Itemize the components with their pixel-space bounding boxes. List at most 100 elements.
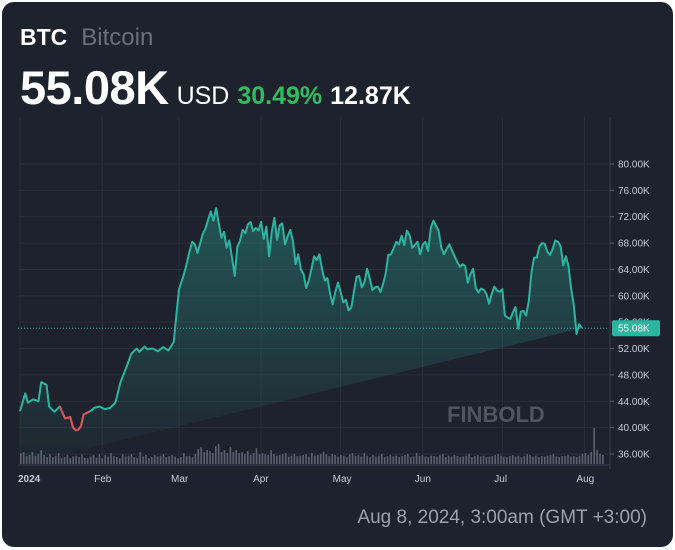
y-tick-label: 68.00K [618, 239, 650, 250]
volume-bar [433, 456, 435, 464]
volume-bar [468, 454, 470, 464]
volume-bar [415, 453, 418, 464]
volume-bar [447, 455, 450, 464]
volume-bar [188, 455, 191, 464]
volume-bar [217, 444, 220, 464]
volume-bar [142, 456, 144, 464]
volume-bar [110, 453, 112, 464]
volume-bar [252, 453, 255, 464]
volume-bar [319, 454, 322, 464]
volume-bar [564, 455, 566, 464]
ticker-symbol: BTC [20, 24, 68, 50]
volume-bar [203, 452, 205, 464]
volume-bar [520, 457, 523, 464]
volume-bar [357, 455, 360, 464]
volume-bar [180, 457, 182, 464]
volume-bar [552, 454, 555, 464]
volume-bar [555, 456, 558, 464]
volume-bar [212, 453, 214, 464]
volume-bar [541, 456, 543, 464]
change-absolute: 12.87K [330, 82, 411, 110]
volume-bar [538, 457, 540, 464]
volume-bar [526, 454, 528, 464]
x-tick-label: Jul [494, 474, 507, 485]
volume-bar [86, 458, 89, 464]
volume-bar [509, 456, 511, 464]
volume-bar [145, 455, 147, 464]
volume-bar [401, 456, 403, 464]
volume-bar [311, 453, 313, 464]
volume-bar [60, 458, 63, 464]
volume-bar [84, 457, 86, 464]
volume-bar [506, 457, 508, 464]
x-tick-label: 2024 [18, 474, 41, 485]
x-axis-labels: 2024 Feb Mar Apr May Jun Jul Aug [18, 474, 594, 485]
change-percent: 30.49% [237, 82, 323, 110]
volume-bar [424, 456, 427, 464]
y-tick-label: 76.00K [618, 186, 650, 197]
volume-bar [215, 446, 217, 464]
volume-bar [232, 452, 235, 464]
volume-bar [66, 455, 69, 464]
volume-bar [351, 453, 354, 464]
volume-bar [570, 456, 572, 464]
volume-bar [517, 455, 520, 464]
volume-bar [183, 453, 185, 464]
volume-bar [165, 457, 168, 464]
currency-label: USD [176, 82, 230, 110]
volume-bar [78, 457, 80, 464]
volume-bar [369, 457, 371, 464]
volume-bar [290, 455, 293, 464]
volume-bar [599, 454, 601, 464]
volume-bar [471, 457, 473, 464]
volume-bar [596, 450, 598, 464]
volume-bar [453, 455, 456, 464]
volume-bar [113, 456, 115, 464]
volume-bar [462, 456, 464, 464]
volume-bar [410, 457, 412, 464]
volume-bar [602, 455, 604, 464]
volume-bar [380, 454, 383, 464]
volume-bar [119, 458, 121, 464]
volume-bar [57, 453, 60, 464]
volume-bar [81, 454, 83, 464]
volume-bar [398, 457, 400, 464]
volume-bar [482, 455, 485, 464]
volume-bars [20, 428, 604, 464]
x-tick-label: Aug [576, 474, 594, 485]
volume-bar [587, 455, 590, 464]
volume-bar [194, 454, 197, 464]
volume-bar [372, 455, 374, 464]
volume-bar [418, 456, 421, 464]
volume-bar [346, 457, 348, 464]
volume-bar [296, 456, 299, 464]
volume-bar [491, 456, 494, 464]
volume-bar [241, 452, 243, 464]
volume-bar [561, 456, 563, 464]
volume-bar [436, 456, 438, 464]
x-tick-label: Mar [171, 474, 189, 485]
y-tick-label: 60.00K [618, 291, 650, 302]
volume-bar [459, 457, 462, 464]
volume-bar [383, 457, 386, 464]
volume-bar [191, 457, 194, 464]
asset-name: Bitcoin [81, 24, 154, 51]
volume-bar [573, 456, 575, 464]
volume-bar [293, 454, 296, 464]
volume-bar [223, 450, 226, 464]
volume-bar [514, 456, 517, 464]
volume-bar [575, 457, 578, 464]
x-tick-label: Jun [415, 474, 431, 485]
y-tick-label: 80.00K [618, 160, 650, 171]
volume-bar [69, 458, 72, 464]
volume-bar [156, 456, 159, 464]
current-price-tag-bg [612, 320, 660, 337]
volume-bar [270, 450, 272, 464]
volume-bar [235, 450, 237, 464]
current-price-tag: 55.08K [612, 320, 660, 337]
volume-bar [392, 456, 395, 464]
volume-bar [340, 455, 342, 464]
volume-bar [543, 456, 546, 464]
current-price: 55.08K [20, 61, 169, 114]
